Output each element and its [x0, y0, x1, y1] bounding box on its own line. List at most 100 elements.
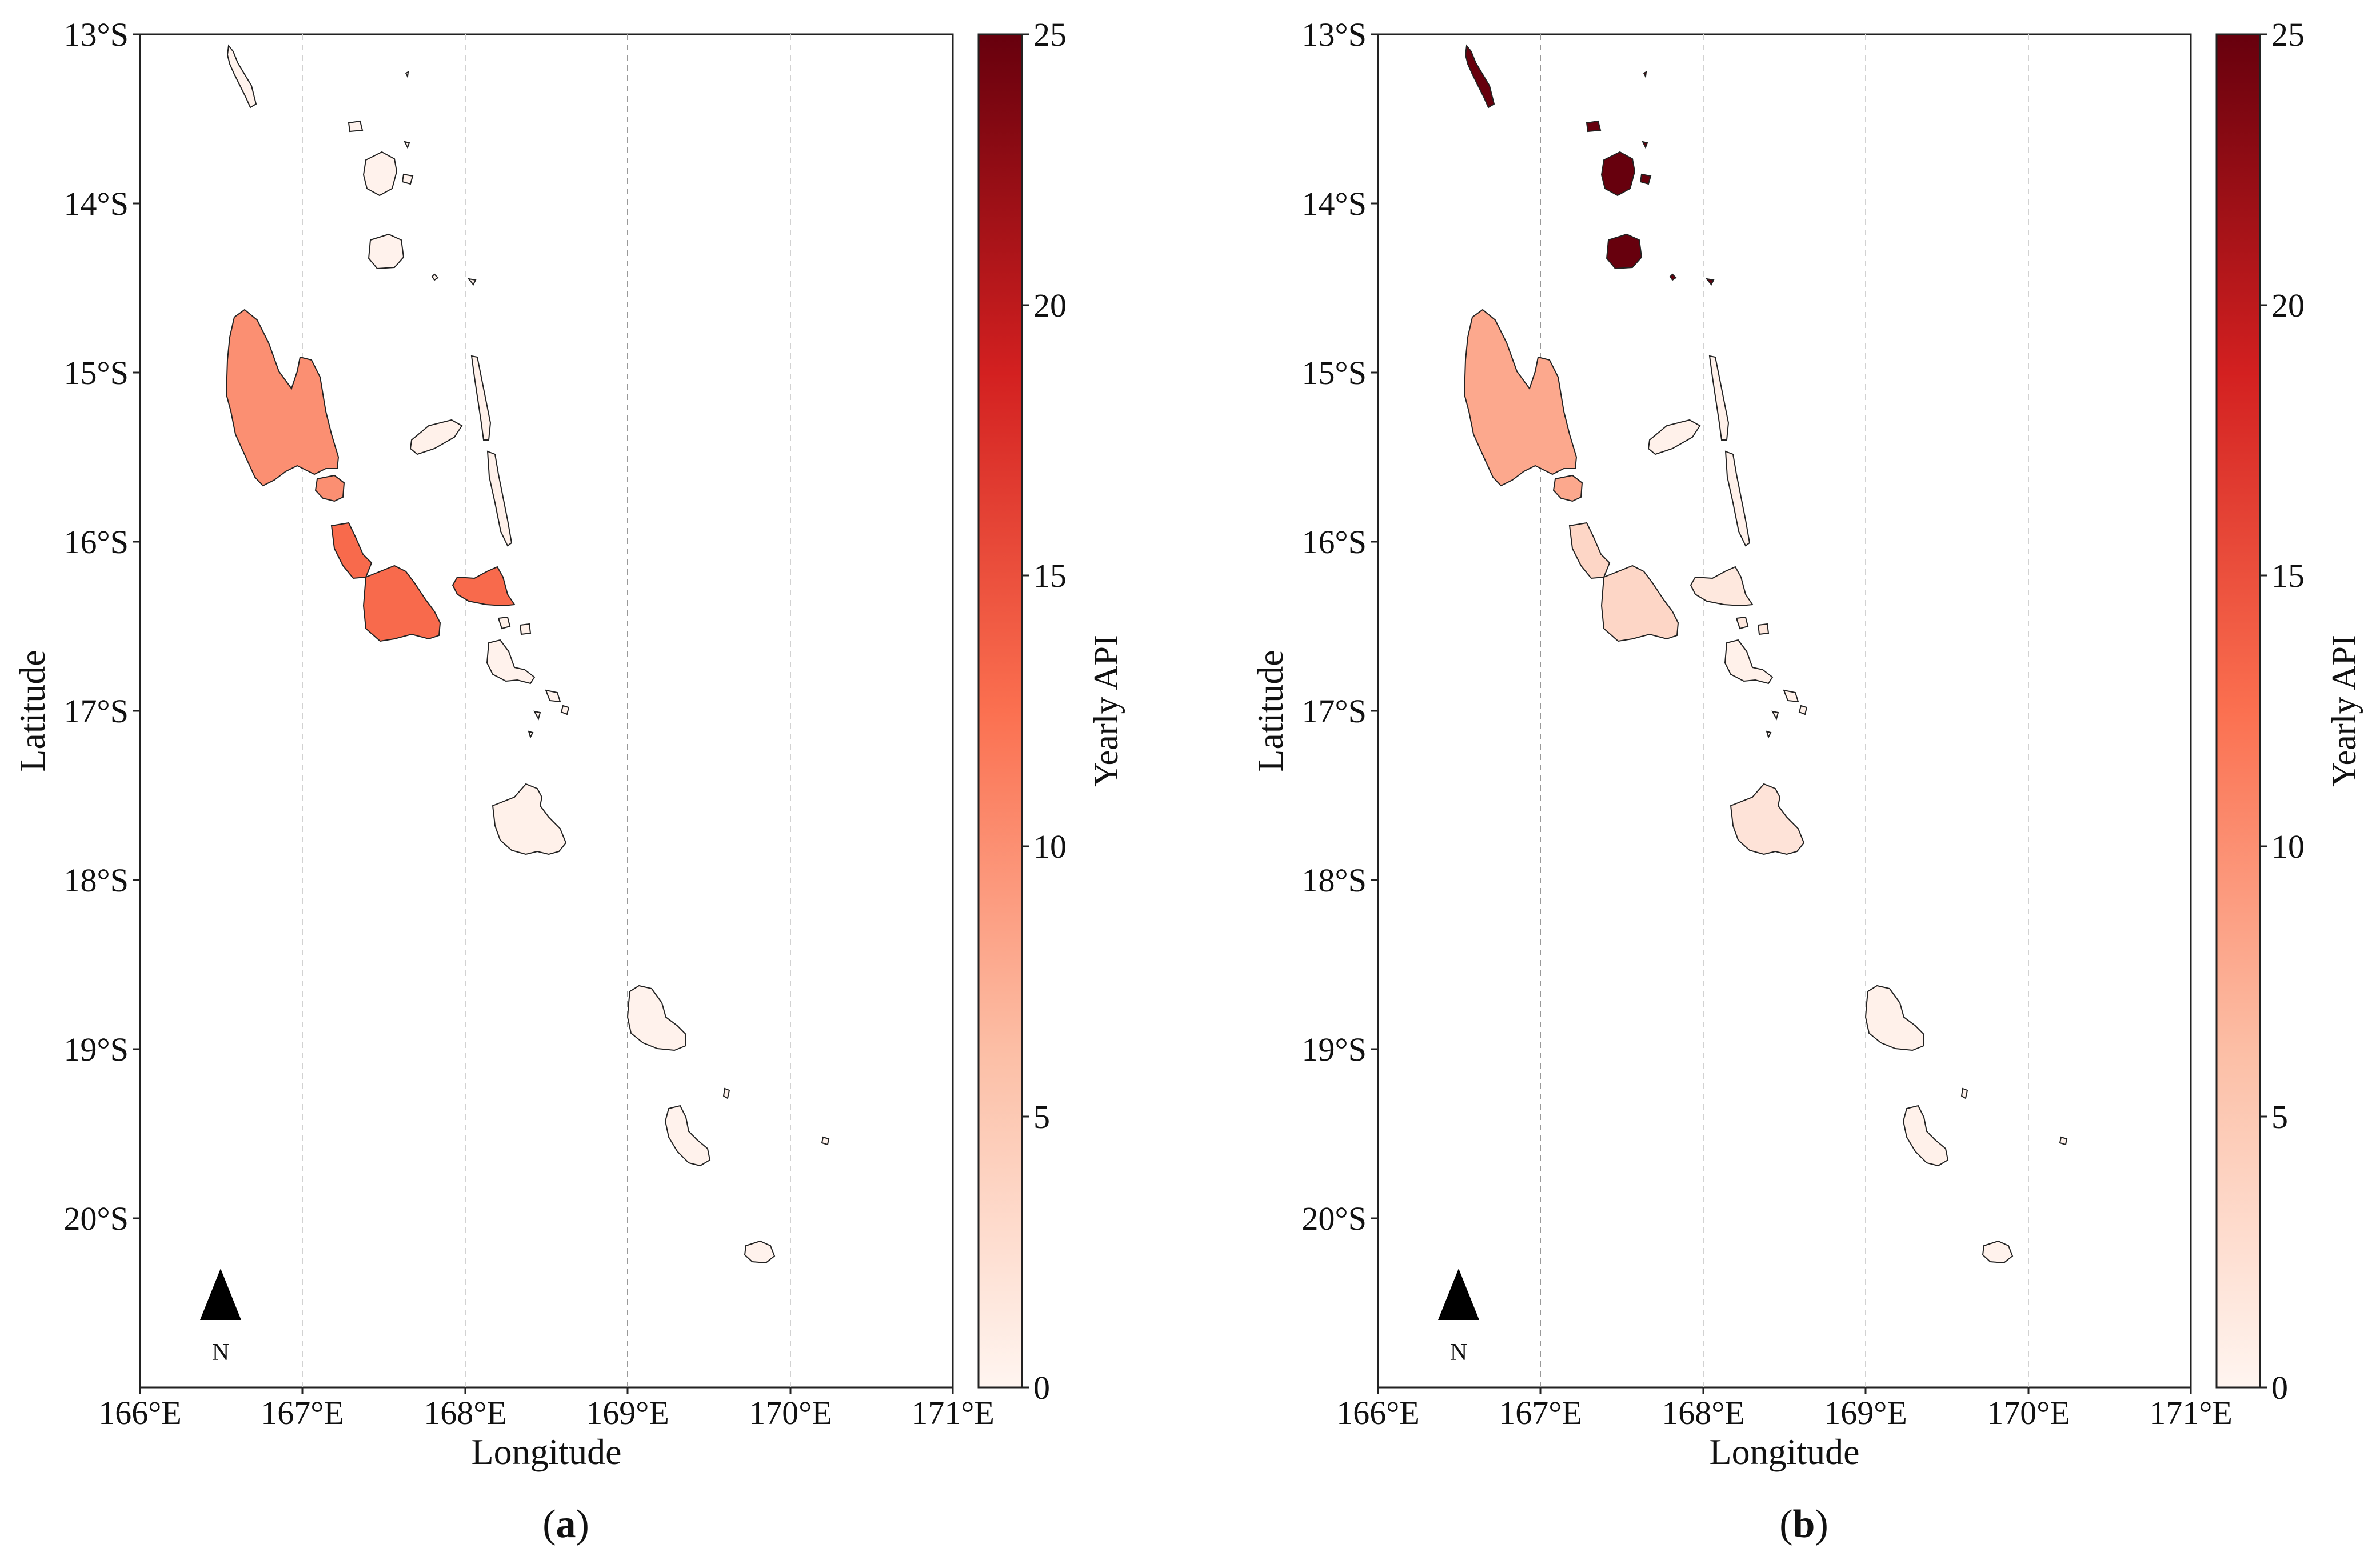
y-tick-label: 16°S: [1302, 523, 1367, 561]
island-paama: [1690, 566, 1754, 607]
y-tick-label: 18°S: [1302, 862, 1367, 899]
island-ambrym: [1600, 565, 1679, 642]
island-malekula: [330, 522, 373, 579]
north-arrow-label: N: [212, 1339, 229, 1366]
colorbar-tick-label: 25: [2271, 16, 2305, 53]
island-tanna: [1902, 1105, 1949, 1167]
y-tick-label: 20°S: [64, 1200, 129, 1237]
x-tick-label: 167°E: [1499, 1394, 1582, 1431]
panel-label: (b): [1779, 1502, 1828, 1546]
y-tick-labels: 13°S 14°S 15°S 16°S 17°S 18°S 19°S 20°S: [64, 16, 129, 1237]
x-tick-label: 166°E: [1336, 1394, 1420, 1431]
island-erromango: [626, 985, 686, 1051]
x-tick-label: 168°E: [1662, 1394, 1745, 1431]
colorbar: 0 5 10 15 20 25 Yearly API: [977, 16, 1125, 1406]
colorbar-tick-label: 20: [2271, 287, 2305, 324]
x-tick-label: 171°E: [2149, 1394, 2233, 1431]
colorbar-tick-label: 0: [1033, 1369, 1050, 1406]
y-tick-label: 17°S: [64, 693, 129, 730]
y-tick-label: 17°S: [1302, 693, 1367, 730]
panel-label: (a): [542, 1502, 589, 1546]
y-tick-label: 13°S: [1302, 16, 1367, 53]
x-axis-label: Longitude: [471, 1431, 621, 1472]
x-tick-label: 169°E: [586, 1394, 669, 1431]
y-tick-label: 15°S: [1302, 354, 1367, 391]
north-arrow-icon: [1438, 1269, 1479, 1320]
x-tick-label: 170°E: [1987, 1394, 2070, 1431]
x-tick-labels: 166°E 167°E 168°E 169°E 170°E 171°E: [98, 1394, 995, 1431]
island-shepherd-islands: [486, 639, 570, 739]
north-arrow: N: [1438, 1269, 1479, 1366]
island-pentecost: [486, 450, 513, 547]
island-paama: [452, 566, 516, 607]
island-aniwa: [722, 1087, 730, 1099]
colorbar-label: Yearly API: [2325, 635, 2363, 787]
x-tick-label: 167°E: [261, 1394, 344, 1431]
island-efate: [1730, 783, 1805, 855]
north-arrow: N: [200, 1269, 241, 1366]
colorbar-label: Yearly API: [1087, 635, 1125, 787]
island-efate: [492, 783, 567, 855]
island-espiritu-santo: [225, 309, 340, 487]
y-tick-label: 19°S: [64, 1031, 129, 1068]
island-malo: [1552, 474, 1583, 502]
island-ambae: [1647, 419, 1701, 455]
island-pentecost: [1724, 450, 1751, 547]
x-tick-label: 166°E: [98, 1394, 182, 1431]
island-malekula: [1568, 522, 1611, 579]
axis-ticks: [133, 33, 954, 1394]
y-tick-label: 14°S: [64, 185, 129, 222]
colorbar-tick-label: 10: [1033, 828, 1067, 865]
y-tick-label: 13°S: [64, 16, 129, 53]
island-aniwa: [1960, 1087, 1968, 1099]
island-erromango: [1864, 985, 1924, 1051]
y-tick-label: 14°S: [1302, 185, 1367, 222]
island-aneityum: [744, 1240, 776, 1264]
colorbar-bar: [2215, 33, 2261, 1389]
north-arrow-label: N: [1450, 1339, 1467, 1366]
colorbar-tick-label: 5: [2271, 1098, 2288, 1135]
colorbar: 0 5 10 15 20 25 Yearly API: [2215, 16, 2363, 1406]
island-ambrym: [362, 565, 441, 642]
island-epi: [497, 616, 532, 635]
map-frame: [1377, 33, 2192, 1389]
island-aneityum: [1982, 1240, 2014, 1264]
colorbar-tick-label: 25: [1033, 16, 1067, 53]
y-tick-label: 19°S: [1302, 1031, 1367, 1068]
y-axis-label: Latitude: [12, 650, 53, 771]
island-malo: [314, 474, 345, 502]
island-ambae: [409, 419, 463, 455]
island-torres-islands: [226, 44, 257, 109]
islands: [1463, 44, 2068, 1264]
colorbar-tick-label: 15: [1033, 557, 1067, 594]
island-torres-islands: [1464, 44, 1495, 109]
island-maewo: [1708, 355, 1730, 441]
island-shepherd-islands: [1724, 639, 1808, 739]
y-tick-label: 20°S: [1302, 1200, 1367, 1237]
island-epi: [1735, 616, 1770, 635]
x-tick-label: 171°E: [911, 1394, 995, 1431]
y-tick-label: 18°S: [64, 862, 129, 899]
x-tick-label: 170°E: [749, 1394, 832, 1431]
island-futuna: [2059, 1136, 2068, 1146]
island-futuna: [821, 1136, 830, 1146]
colorbar-tick-label: 0: [2271, 1369, 2288, 1406]
island-banks-islands: [348, 71, 477, 286]
north-arrow-icon: [200, 1269, 241, 1320]
x-tick-labels: 166°E 167°E 168°E 169°E 170°E 171°E: [1336, 1394, 2233, 1431]
colorbar-tick-label: 15: [2271, 557, 2305, 594]
y-axis-label: Latitude: [1250, 650, 1291, 771]
y-tick-label: 16°S: [64, 523, 129, 561]
island-banks-islands: [1586, 71, 1715, 286]
x-axis-label: Longitude: [1709, 1431, 1859, 1472]
islands: [225, 44, 830, 1264]
axis-ticks: [1371, 33, 2192, 1394]
x-tick-label: 169°E: [1824, 1394, 1907, 1431]
island-maewo: [470, 355, 492, 441]
y-tick-labels: 13°S 14°S 15°S 16°S 17°S 18°S 19°S 20°S: [1302, 16, 1367, 1237]
island-espiritu-santo: [1463, 309, 1578, 487]
panel-a: 166°E 167°E 168°E 169°E 170°E 171°E 13°S…: [12, 16, 1125, 1546]
map-frame: [139, 33, 954, 1389]
